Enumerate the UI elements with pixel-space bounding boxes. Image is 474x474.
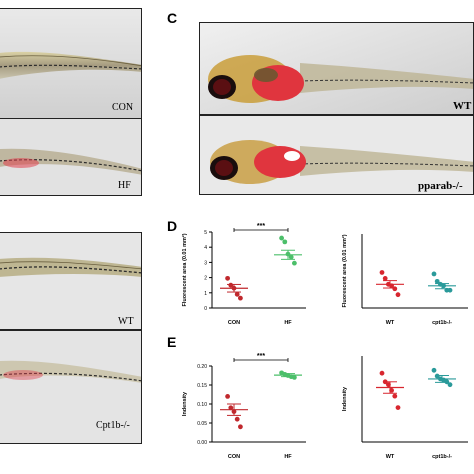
e-right-data-point: [379, 370, 385, 376]
e-left-significance-label: ***: [257, 353, 265, 360]
d-right-data-point: [395, 292, 401, 298]
panel-a-con-image: [0, 8, 142, 121]
fish-label-hf: HF: [118, 180, 131, 191]
e-right-data-point: [447, 382, 453, 388]
e-left-y-tick-label: 0.05: [197, 421, 207, 427]
fish-label-pparab: pparab-/-: [418, 180, 463, 192]
e-left-y-tick-label: 0.20: [197, 364, 207, 370]
panel-b-cpt1b-image: [0, 330, 142, 444]
d-left-data-point: [288, 254, 294, 260]
d-right-data-point: [392, 286, 398, 292]
d-right-category-label: WT: [386, 320, 395, 326]
d-left-category-label: HF: [284, 320, 292, 326]
e-right-data-point: [444, 379, 450, 385]
d-right-y-label: Fluorescent area (0.01 mm²): [341, 234, 348, 307]
panel-c-wt-image: [199, 22, 474, 115]
d-left-y-tick-label: 0: [204, 306, 207, 312]
e-left-category-label: CON: [228, 454, 240, 460]
d-left-category-label: CON: [228, 320, 240, 326]
chart-e-left: 0.00 0.05 0.10 0.15 0.20 Indensity CON HF ***: [182, 353, 306, 460]
d-left-y-tick-label: 3: [204, 260, 207, 266]
chart-d-right: Fluorescent area (0.01 mm²) WT cpt1b-/-: [341, 234, 468, 326]
panel-label-e: E: [167, 334, 177, 350]
d-left-y-tick-label: 5: [204, 230, 207, 236]
e-right-category-label: cpt1b-/-: [432, 454, 452, 460]
chart-e-right: Indensity WT cpt1b-/-: [342, 356, 468, 460]
e-left-data-point: [238, 424, 243, 430]
panel-c-pparab-image: [199, 115, 474, 195]
e-left-data-point: [225, 394, 230, 399]
e-left-y-tick-label: 0.10: [197, 402, 207, 408]
d-left-y-tick-label: 2: [204, 276, 207, 282]
fish-label-cpt1b: Cpt1b-/-: [96, 420, 130, 431]
d-left-data-point: [234, 291, 240, 297]
fish-label-con: CON: [112, 102, 134, 113]
panel-label-d: D: [167, 218, 178, 234]
d-left-data-point: [238, 295, 243, 301]
d-right-data-point: [382, 276, 388, 281]
d-right-data-point: [431, 271, 437, 277]
e-left-category-label: HF: [284, 454, 292, 460]
e-right-data-point: [395, 405, 401, 410]
d-left-data-point: [225, 275, 230, 281]
fish-label-wt-c: WT: [453, 100, 472, 112]
e-left-y-tick-label: 0.15: [197, 383, 207, 389]
e-right-data-point: [431, 367, 437, 373]
d-right-category-label: cpt1b-/-: [432, 320, 452, 326]
d-left-data-point: [282, 239, 288, 245]
e-left-data-point: [234, 416, 240, 422]
panel-b-wt-image: [0, 232, 142, 330]
e-left-y-tick-label: 0.00: [197, 440, 207, 446]
chart-d-left: 0 1 2 3 4 5 Fluorescent area (0.01 mm²) CON HF **…: [181, 223, 306, 326]
fish-label-wt-b: WT: [118, 316, 134, 327]
panel-a-hf-image: [0, 118, 142, 196]
d-left-significance-label: ***: [257, 223, 265, 230]
d-left-y-tick-label: 1: [204, 291, 207, 297]
d-left-data-point: [292, 260, 297, 266]
d-left-y-label: Fluorescent area (0.01 mm²): [181, 233, 188, 306]
e-right-category-label: WT: [386, 454, 395, 460]
e-left-data-point: [228, 405, 234, 411]
d-left-y-tick-label: 4: [204, 245, 207, 251]
e-right-data-point: [392, 393, 398, 399]
e-left-y-label: Indensity: [182, 391, 188, 416]
e-right-data-point: [434, 373, 440, 379]
panel-label-c: C: [167, 10, 178, 26]
d-left-data-point: [279, 235, 284, 241]
d-right-data-point: [434, 278, 440, 284]
d-right-data-point: [379, 270, 385, 275]
e-right-y-label: Indensity: [342, 386, 348, 411]
